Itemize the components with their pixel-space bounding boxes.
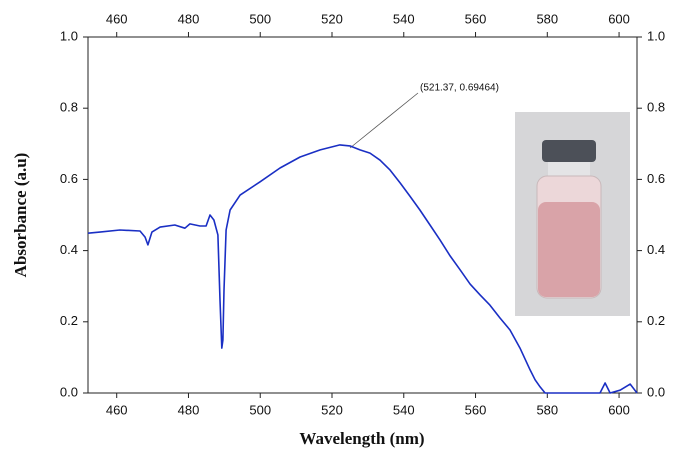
x-top-tick-label: 460 xyxy=(106,11,128,26)
x-top-tick-label: 560 xyxy=(465,11,487,26)
y-right-tick-label: 0.0 xyxy=(647,384,665,399)
vial-neck xyxy=(548,162,590,176)
annotation-leader xyxy=(349,92,419,149)
y-right-tick-label: 0.4 xyxy=(647,242,665,257)
x-tick-label: 500 xyxy=(249,402,271,417)
y-right-tick-label: 0.8 xyxy=(647,100,665,115)
x-tick-label: 520 xyxy=(321,402,343,417)
spectrum-line xyxy=(87,144,638,394)
x-axis-title: Wavelength (nm) xyxy=(299,429,424,448)
y-tick-label: 0.4 xyxy=(60,242,78,257)
x-tick-label: 540 xyxy=(393,402,415,417)
x-tick-label: 480 xyxy=(178,402,200,417)
x-tick-label: 580 xyxy=(536,402,558,417)
x-tick-label: 600 xyxy=(608,402,630,417)
y-axis-title: Absorbance (a.u) xyxy=(11,153,30,278)
y-tick-label: 0.0 xyxy=(60,384,78,399)
x-top-tick-label: 480 xyxy=(178,11,200,26)
vial-liquid xyxy=(538,202,600,297)
annotation: (521.37, 0.69464) xyxy=(420,83,499,94)
y-right-tick-label: 1.0 xyxy=(647,28,665,43)
x-top-tick-label: 600 xyxy=(608,11,630,26)
y-tick-label: 0.6 xyxy=(60,171,78,186)
x-tick-label: 460 xyxy=(106,402,128,417)
vial-photo xyxy=(515,112,630,316)
x-top-tick-label: 520 xyxy=(321,11,343,26)
y-right-tick-label: 0.2 xyxy=(647,313,665,328)
y-tick-label: 0.8 xyxy=(60,100,78,115)
x-top-tick-label: 500 xyxy=(249,11,271,26)
plot-frame xyxy=(87,36,638,394)
x-top-tick-label: 540 xyxy=(393,11,415,26)
y-tick-label: 1.0 xyxy=(60,28,78,43)
y-tick-label: 0.2 xyxy=(60,313,78,328)
x-top-tick-label: 580 xyxy=(536,11,558,26)
vial-cap xyxy=(542,140,596,162)
x-tick-label: 560 xyxy=(465,402,487,417)
y-right-tick-label: 0.6 xyxy=(647,171,665,186)
